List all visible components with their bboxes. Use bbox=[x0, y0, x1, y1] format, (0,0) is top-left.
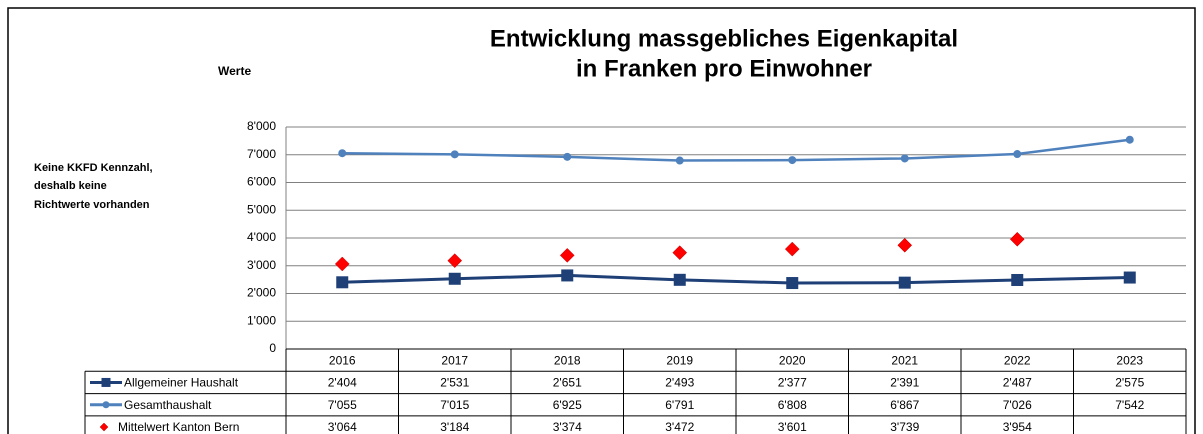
table-value: 2'391 bbox=[890, 376, 919, 390]
marker bbox=[561, 269, 574, 282]
annotation: Richtwerte vorhanden bbox=[34, 199, 150, 211]
table-value: 3'954 bbox=[1003, 420, 1032, 434]
marker bbox=[1011, 273, 1024, 286]
x-tick-label: 2016 bbox=[329, 353, 356, 367]
x-tick-label: 2022 bbox=[1004, 353, 1031, 367]
marker bbox=[788, 156, 797, 165]
x-tick-label: 2018 bbox=[554, 353, 581, 367]
table-value: 6'867 bbox=[890, 398, 919, 412]
table-value: 7'542 bbox=[1115, 398, 1144, 412]
x-tick-label: 2017 bbox=[441, 353, 468, 367]
marker bbox=[672, 245, 688, 261]
marker bbox=[786, 277, 799, 290]
chart-title: in Franken pro Einwohner bbox=[576, 55, 872, 82]
table-value: 6'791 bbox=[665, 398, 694, 412]
chart-title: Entwicklung massgebliches Eigenkapital bbox=[490, 25, 958, 52]
y-axis-label: Werte bbox=[218, 64, 251, 78]
table-value: 6'808 bbox=[778, 398, 807, 412]
x-tick-label: 2023 bbox=[1116, 353, 1143, 367]
y-tick-label: 7'000 bbox=[247, 147, 276, 161]
marker bbox=[1013, 150, 1022, 159]
y-tick-label: 2'000 bbox=[247, 286, 276, 300]
legend-label: Gesamthaushalt bbox=[124, 398, 212, 412]
marker bbox=[897, 237, 913, 253]
marker bbox=[563, 152, 572, 161]
marker bbox=[448, 272, 461, 285]
marker bbox=[334, 256, 350, 272]
marker bbox=[1123, 271, 1136, 284]
table-value: 7'026 bbox=[1003, 398, 1032, 412]
marker bbox=[673, 273, 686, 286]
marker bbox=[338, 149, 347, 158]
marker bbox=[336, 276, 349, 289]
marker bbox=[559, 248, 575, 263]
legend-marker bbox=[101, 377, 111, 387]
y-tick-label: 6'000 bbox=[247, 175, 276, 189]
marker bbox=[898, 276, 911, 289]
x-tick-label: 2021 bbox=[891, 353, 918, 367]
table-value: 3'601 bbox=[778, 420, 807, 434]
marker bbox=[900, 154, 909, 163]
table-value: 3'184 bbox=[440, 420, 469, 434]
table-value: 2'493 bbox=[665, 376, 694, 390]
table-value: 2'404 bbox=[328, 376, 357, 390]
marker bbox=[450, 150, 459, 159]
legend-label: Allgemeiner Haushalt bbox=[124, 376, 239, 390]
legend-label: Mittelwert Kanton Bern bbox=[118, 420, 239, 434]
y-tick-label: 1'000 bbox=[247, 313, 276, 327]
marker bbox=[447, 253, 463, 268]
y-tick-label: 5'000 bbox=[247, 202, 276, 216]
table-value: 2'487 bbox=[1003, 376, 1032, 390]
y-tick-label: 3'000 bbox=[247, 258, 276, 272]
x-tick-label: 2020 bbox=[779, 353, 806, 367]
table-value: 3'739 bbox=[890, 420, 919, 434]
marker bbox=[784, 241, 800, 257]
table-value: 3'472 bbox=[665, 420, 694, 434]
table-value: 3'064 bbox=[328, 420, 357, 434]
legend-marker bbox=[102, 401, 110, 409]
marker bbox=[1125, 135, 1134, 144]
table-value: 7'015 bbox=[440, 398, 469, 412]
series-line bbox=[342, 138, 1130, 162]
series-line bbox=[342, 273, 1130, 285]
marker bbox=[1009, 231, 1025, 247]
table-value: 7'055 bbox=[328, 398, 357, 412]
table-value: 2'651 bbox=[553, 376, 582, 390]
table-value: 3'374 bbox=[553, 420, 582, 434]
table-value: 2'531 bbox=[440, 376, 469, 390]
y-tick-label: 4'000 bbox=[247, 230, 276, 244]
annotation: deshalb keine bbox=[34, 180, 107, 192]
marker bbox=[675, 156, 684, 165]
y-tick-label: 0 bbox=[269, 341, 276, 355]
table-value: 2'575 bbox=[1115, 376, 1144, 390]
chart-frame bbox=[7, 7, 1196, 434]
annotation: Keine KKFD Kennzahl, bbox=[34, 162, 153, 174]
table-value: 6'925 bbox=[553, 398, 582, 412]
legend-marker bbox=[99, 422, 109, 432]
y-tick-label: 8'000 bbox=[247, 119, 276, 133]
table-value: 2'377 bbox=[778, 376, 807, 390]
x-tick-label: 2019 bbox=[666, 353, 693, 367]
